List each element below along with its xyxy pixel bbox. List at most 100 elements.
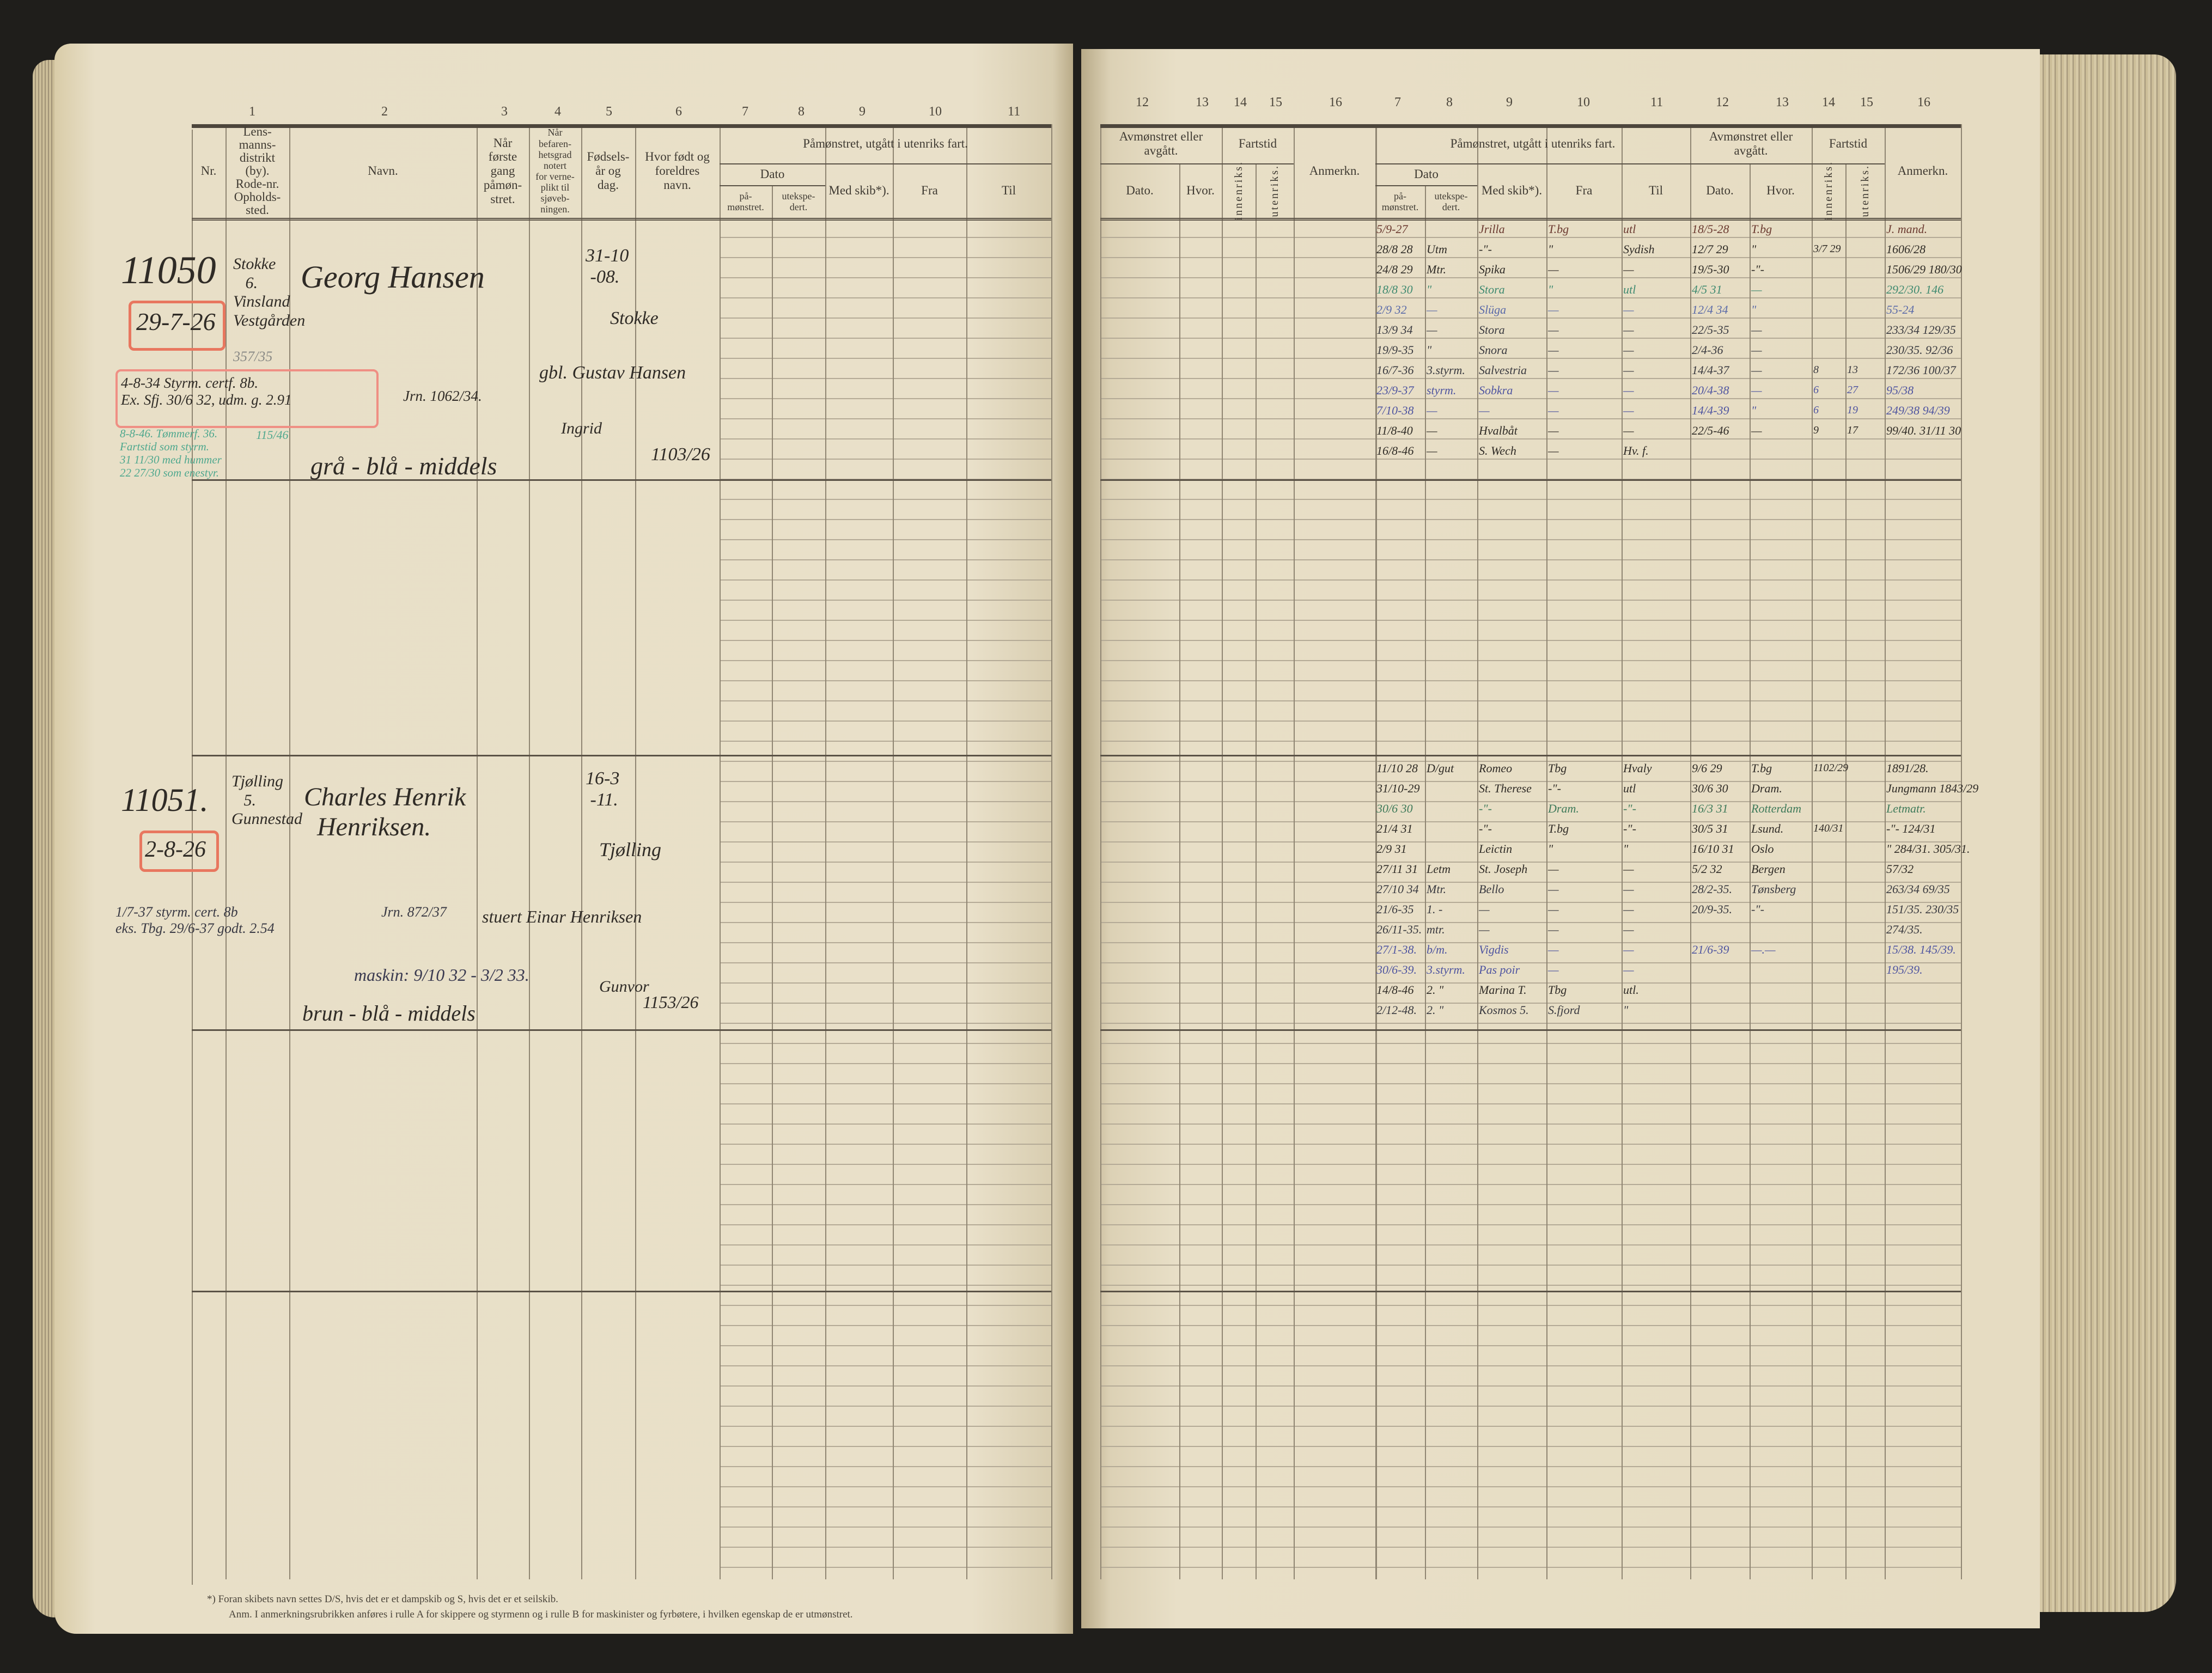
from: S.fjord (1548, 1003, 1580, 1017)
signed-off-place: — (1751, 363, 1762, 377)
mustered-date: 26/11-35. (1376, 923, 1422, 936)
signed-off-place: — (1751, 424, 1762, 437)
ship: — (1479, 902, 1490, 916)
signed-off-place: " (1751, 242, 1757, 256)
signed-off-place: -"- (1751, 262, 1764, 276)
signed-off-place: Tønsberg (1751, 882, 1796, 896)
column-number: 7 (1394, 95, 1401, 109)
signed-off-date: 4/5 31 (1692, 283, 1722, 296)
column-divider (581, 124, 582, 1579)
rank: — (1427, 323, 1437, 337)
column-divider (1051, 124, 1052, 1579)
header-til: Til (1001, 184, 1016, 198)
remarks: 99/40. 31/11 30 (1886, 424, 1961, 437)
column-number: 11 (1008, 105, 1021, 119)
signed-off-place: Lsund. (1751, 822, 1784, 835)
header-district: Lens- manns- distrikt (by). Rode-nr. Oph… (234, 125, 281, 217)
rank: Mtr. (1427, 882, 1447, 896)
mother-name: Gunvor (599, 978, 649, 996)
footnote-remarks: Anm. I anmerkningsrubrikken anføres i ru… (229, 1609, 853, 1620)
column-number: 9 (1506, 95, 1513, 109)
ship: Snora (1479, 343, 1508, 357)
column-number: 7 (742, 105, 748, 119)
seaman-name: Georg Hansen (301, 259, 485, 295)
rank: — (1427, 404, 1437, 417)
header-fra: Fra (1575, 184, 1593, 198)
rank: styrm. (1427, 383, 1457, 397)
remarks: 263/34 69/35 (1886, 882, 1950, 896)
column-number: 16 (1917, 95, 1930, 109)
rank: 3.styrm. (1427, 363, 1465, 377)
mustered-date: 5/9-27 (1376, 222, 1408, 236)
subheader-rule (1812, 163, 1885, 164)
column-divider (1425, 185, 1426, 1579)
ship: Marina T. (1479, 983, 1527, 997)
mustered-date: 13/9 34 (1376, 323, 1413, 337)
to: -"- (1623, 822, 1636, 835)
header-dato2: Dato (1414, 167, 1439, 181)
block-rule (1100, 755, 1961, 756)
from: — (1548, 963, 1559, 976)
rank: " (1427, 283, 1432, 296)
entry-number: 11050 (121, 248, 216, 292)
to: — (1623, 923, 1634, 936)
foreign-time: 27 (1847, 384, 1858, 396)
header-pa: på- mønstret. (1381, 190, 1419, 212)
rank: " (1427, 343, 1432, 357)
mustered-date: 11/8-40 (1376, 424, 1413, 437)
header-utenriks: utenriks. (1256, 163, 1294, 218)
from: — (1548, 943, 1559, 956)
from: — (1548, 862, 1559, 876)
column-number: 5 (606, 105, 612, 119)
header-conscription: Når befaren- hetsgrad notert for verne- … (535, 127, 575, 215)
signed-off-date: 5/2 32 (1692, 862, 1722, 876)
to: — (1623, 303, 1634, 316)
certificate-note-box (115, 369, 379, 428)
footnote-ship-prefix: *) Foran skibets navn settes D/S, hvis d… (207, 1593, 558, 1605)
header-innenriks: innenriks. (1812, 161, 1845, 220)
domestic-time: 8 (1813, 364, 1819, 376)
column-number: 14 (1822, 95, 1835, 109)
ship: Slüga (1479, 303, 1507, 316)
signed-off-place: — (1751, 383, 1762, 397)
journal-number: Jrn. 872/37 (381, 904, 447, 920)
from: -"- (1548, 781, 1561, 795)
ship: — (1479, 404, 1490, 417)
header-utenriks-text: utenriks. (1858, 164, 1871, 217)
rank: — (1427, 303, 1437, 316)
signed-off-place: — (1751, 343, 1762, 357)
remarks: J. mand. (1886, 222, 1928, 236)
signed-off-date: 28/2-35. (1692, 882, 1732, 896)
ruled-lines-right (1100, 218, 1961, 1579)
column-divider (529, 124, 530, 1579)
enrollment-date: 2-8-26 (145, 837, 206, 862)
remarks: 57/32 (1886, 862, 1914, 876)
from: — (1548, 343, 1559, 357)
ship: Pas poir (1479, 963, 1520, 976)
to: Sydish (1623, 242, 1655, 256)
remarks: 274/35. (1886, 923, 1923, 936)
header-innenriks-text: innenriks. (1232, 161, 1245, 221)
to: — (1623, 262, 1634, 276)
remarks: 172/36 100/37 (1886, 363, 1956, 377)
rank: Mtr. (1427, 262, 1447, 276)
district: Stokke 6. Vinsland Vestgården (233, 255, 306, 329)
column-number: 2 (381, 105, 388, 119)
mustered-date: 28/8 28 (1376, 242, 1413, 256)
birth-date: 16-3 -11. (586, 768, 620, 810)
enrollment-date-box (139, 831, 219, 872)
birthplace: Stokke (610, 308, 659, 328)
column-number: 6 (675, 105, 682, 119)
mustered-date: 19/9-35 (1376, 343, 1414, 357)
signed-off-place: T.bg (1751, 222, 1772, 236)
signed-off-date: 30/6 30 (1692, 781, 1728, 795)
header-med-skib: Med skib*). (828, 184, 889, 198)
header-group: Påmønstret, utgått i utenriks fart. (803, 137, 968, 151)
block-rule (192, 755, 1051, 756)
rank: 2. " (1427, 983, 1444, 997)
signed-off-place: Oslo (1751, 842, 1774, 856)
to: -"- (1623, 802, 1636, 815)
to: — (1623, 943, 1634, 956)
from: — (1548, 303, 1559, 316)
signed-off-date: 14/4-37 (1692, 363, 1729, 377)
